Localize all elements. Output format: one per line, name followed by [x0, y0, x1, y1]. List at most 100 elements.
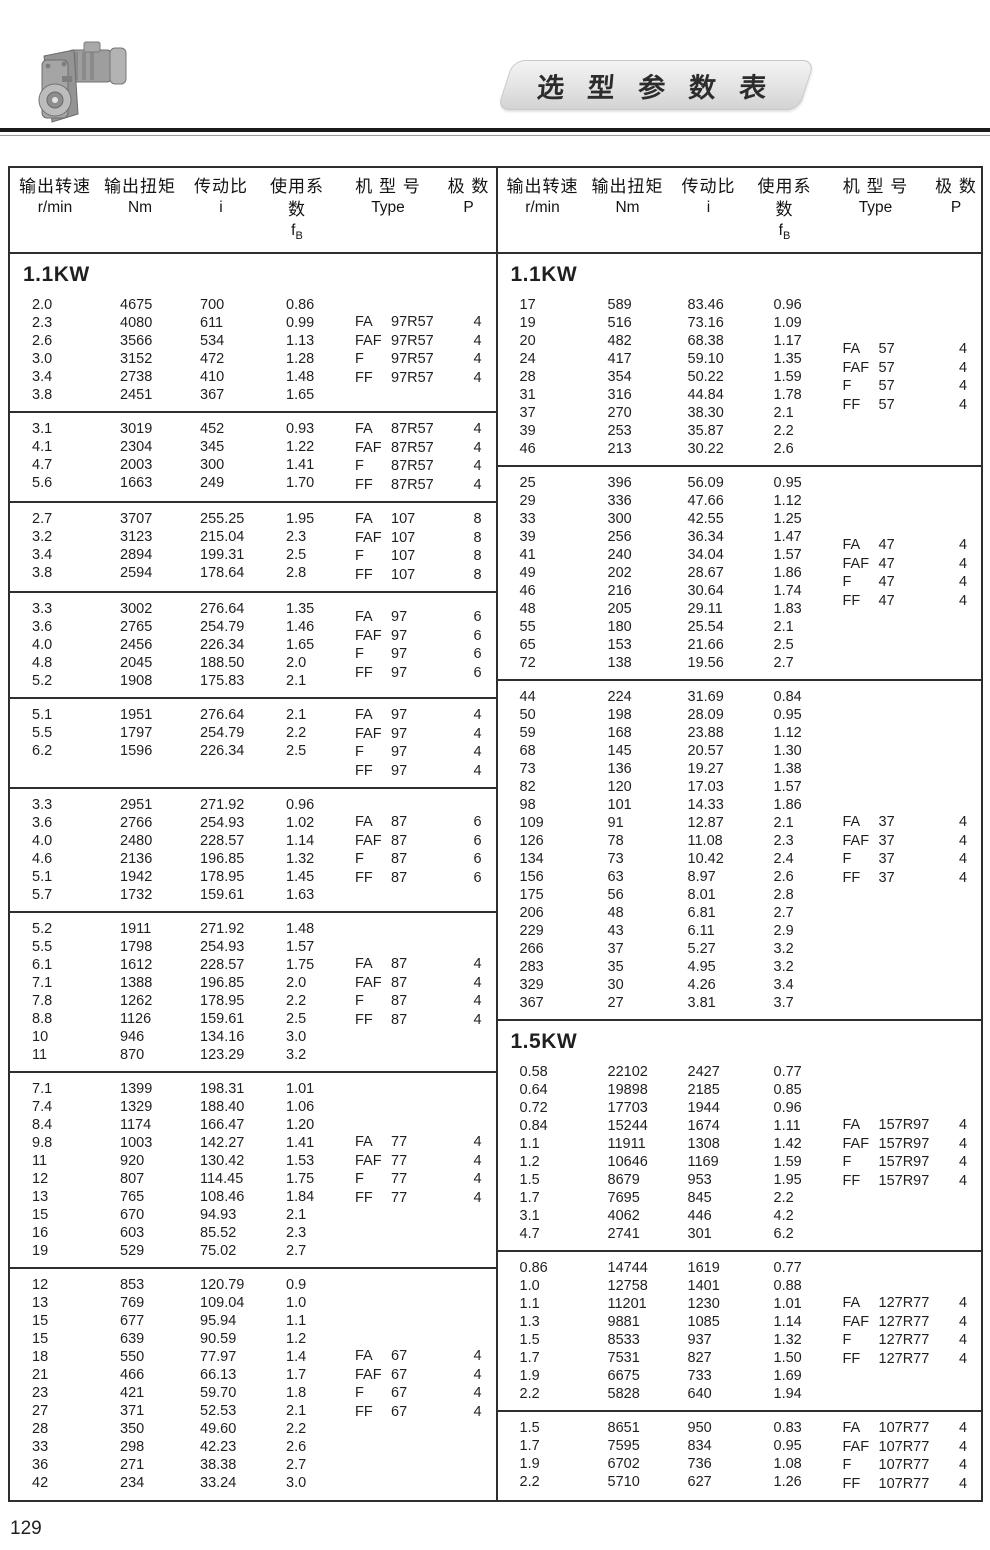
poles-cell: 4: [473, 1366, 482, 1383]
ratio-cell: 452: [200, 421, 225, 438]
type-entry: F 87R57 4: [355, 457, 496, 476]
poles-header-unit: P: [950, 199, 962, 216]
poles-cell: 6: [473, 627, 482, 644]
factor-header-cn: 使用系数: [757, 177, 812, 219]
type-prefix: FAF: [355, 439, 382, 456]
type-model: 67: [391, 1366, 408, 1383]
table-row: 21 466 66.13 1.7: [32, 1366, 355, 1384]
poles-header-unit: P: [463, 199, 474, 216]
data-rows: 0.86 14744 1619 0.77 1.0 12758 1401 0.88 1.1 1120…: [498, 1259, 843, 1403]
ratio-cell: 196.85: [200, 975, 245, 992]
torque-cell: 11911: [607, 1136, 646, 1153]
speed-cell: 6.2: [32, 743, 53, 760]
table-row: 3.8 2594 178.64 2.8: [32, 564, 355, 582]
poles-cell: 4: [958, 341, 968, 358]
type-prefix: FF: [355, 1189, 373, 1206]
speed-cell: 68: [519, 743, 536, 760]
table-row: 5.2 1911 271.92 1.48: [32, 920, 355, 938]
torque-cell: 2741: [607, 1226, 640, 1243]
torque-cell: 853: [120, 1277, 145, 1294]
ratio-cell: 1619: [687, 1260, 720, 1277]
column-header-ratio: 传动比 i: [668, 175, 750, 246]
poles-cell: 4: [473, 1348, 482, 1365]
service-factor-cell: 1.48: [286, 369, 315, 386]
poles-cell: 6: [473, 832, 482, 849]
type-entry: FF 157R97 4: [843, 1172, 982, 1191]
speed-cell: 0.84: [519, 1118, 548, 1135]
service-factor-cell: 1.17: [773, 333, 802, 350]
table-row: 367 27 3.81 3.7: [520, 994, 843, 1012]
column-header-ratio: 传动比 i: [180, 175, 262, 246]
ratio-cell: 700: [200, 297, 225, 314]
service-factor-cell: 1.74: [773, 583, 802, 600]
factor-header-cn: 使用系数: [270, 177, 324, 219]
ratio-cell: 472: [200, 351, 225, 368]
table-header: 输出转速 r/min 输出扭矩 Nm 传动比 i 使用系数 fB 机 型 号 Type 极 数 P: [10, 168, 496, 255]
data-block: 7.1 1399 198.31 1.01 7.4 1329 188.40 1.06 8.4 117…: [10, 1071, 496, 1267]
torque-cell: 253: [607, 423, 632, 440]
ratio-cell: 42.55: [687, 511, 724, 528]
torque-cell: 2304: [120, 439, 153, 456]
ratio-cell: 28.67: [687, 565, 724, 582]
type-entry: FF 47 4: [843, 592, 982, 611]
service-factor-cell: 1.42: [773, 1136, 802, 1153]
speed-cell: 98: [519, 797, 536, 814]
ratio-cell: 66.13: [200, 1367, 237, 1384]
ratio-cell: 627: [687, 1474, 712, 1491]
type-entry: F 97R57 4: [355, 350, 496, 369]
selection-parameter-tables: 输出转速 r/min 输出扭矩 Nm 传动比 i 使用系数 fB 机 型 号 Type 极 数 P 1.…: [8, 166, 983, 1503]
torque-cell: 78: [607, 833, 624, 850]
service-factor-cell: 1.41: [286, 457, 315, 474]
type-model: 97: [391, 707, 408, 724]
service-factor-cell: 1.0: [286, 1295, 307, 1312]
service-factor-cell: 3.2: [286, 1047, 307, 1064]
torque-cell: 35: [607, 959, 624, 976]
torque-cell: 1399: [120, 1081, 153, 1098]
poles-header-cn: 极 数: [447, 177, 490, 196]
type-header-cn: 机 型 号: [355, 177, 421, 196]
type-prefix: FF: [355, 476, 373, 493]
data-block: 0.86 14744 1619 0.77 1.0 12758 1401 0.88 1.1 1120…: [497, 1250, 981, 1410]
speed-cell: 1.9: [519, 1368, 540, 1385]
service-factor-cell: 1.57: [773, 547, 802, 564]
ratio-cell: 77.97: [200, 1349, 237, 1366]
type-entry: F 107R77 4: [843, 1456, 982, 1475]
table-row: 3.8 2451 367 1.65: [32, 386, 355, 404]
ratio-cell: 1085: [687, 1314, 720, 1331]
torque-cell: 2951: [120, 797, 153, 814]
table-row: 13 769 109.04 1.0: [32, 1294, 355, 1312]
column-header-torque: 输出扭矩 Nm: [100, 175, 180, 246]
table-row: 19 529 75.02 2.7: [32, 1242, 355, 1260]
poles-cell: 4: [473, 439, 482, 456]
data-block: 44 224 31.69 0.84 50 198 28.09 0.95 59 168 23.88 1.…: [497, 679, 981, 1019]
poles-cell: 4: [473, 707, 482, 724]
torque-cell: 2738: [120, 369, 153, 386]
type-entry: FAF 87 4: [355, 974, 496, 993]
table-row: 29 336 47.66 1.12: [520, 492, 843, 510]
table-row: 39 256 36.34 1.47: [520, 528, 843, 546]
poles-cell: 4: [958, 1117, 968, 1134]
table-row: 17 589 83.46 0.96: [520, 296, 843, 314]
speed-cell: 3.2: [32, 529, 53, 546]
speed-cell: 1.5: [519, 1332, 540, 1349]
type-model: 57: [878, 378, 895, 395]
table-row: 59 168 23.88 1.12: [520, 724, 843, 742]
torque-cell: 466: [120, 1367, 145, 1384]
poles-cell: 4: [958, 1135, 968, 1152]
table-row: 1.5 8651 950 0.83: [520, 1419, 843, 1437]
torque-cell: 550: [120, 1349, 145, 1366]
speed-cell: 4.6: [32, 851, 53, 868]
torque-cell: 8651: [607, 1420, 640, 1437]
table-row: 229 43 6.11 2.9: [520, 922, 843, 940]
column-header-type: 机 型 号 Type: [332, 175, 444, 246]
table-row: 175 56 8.01 2.8: [520, 886, 843, 904]
ratio-cell: 1230: [687, 1296, 720, 1313]
speed-cell: 12: [32, 1277, 49, 1294]
data-block: 3.1 3019 452 0.93 4.1 2304 345 1.22 4.7 2003 300 1.…: [10, 411, 496, 501]
torque-cell: 198: [607, 707, 632, 724]
ratio-cell: 10.42: [687, 851, 724, 868]
torque-cell: 240: [607, 547, 632, 564]
poles-cell: 4: [958, 592, 968, 609]
service-factor-cell: 0.88: [773, 1278, 802, 1295]
ratio-cell: 52.53: [200, 1403, 237, 1420]
